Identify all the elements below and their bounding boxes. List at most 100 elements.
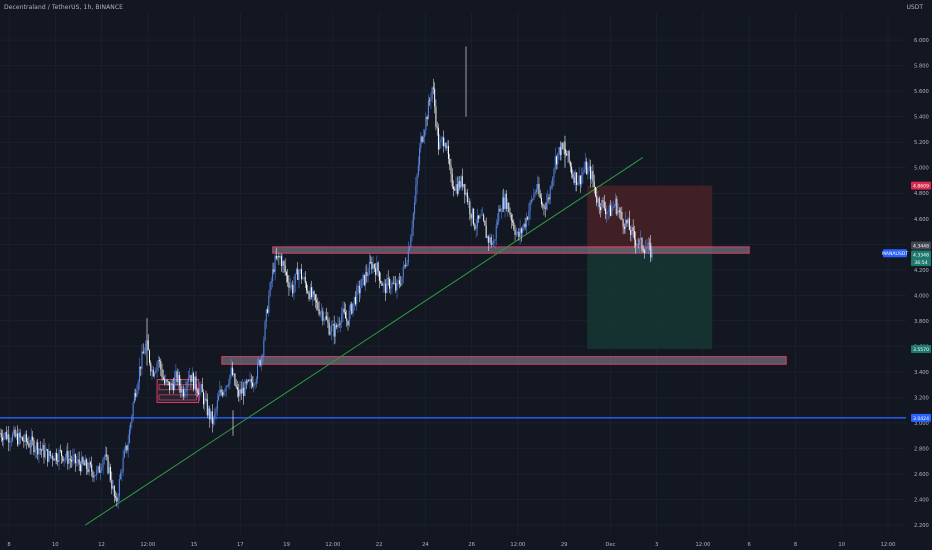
candle-body: [131, 416, 133, 423]
candle-body: [343, 308, 345, 313]
candle-body: [640, 237, 642, 240]
candle-body: [235, 384, 237, 388]
candle-body: [556, 156, 558, 165]
candle-body: [643, 250, 645, 253]
candle-body: [579, 175, 581, 185]
candle-body: [100, 470, 102, 473]
x-tick-label: 10: [838, 542, 845, 548]
candle-body: [97, 466, 99, 470]
candle-body: [584, 161, 586, 170]
candle-body: [241, 387, 243, 394]
candle-body: [308, 292, 310, 299]
candle-body: [175, 371, 177, 378]
candle-body: [17, 433, 19, 445]
candle-body: [484, 220, 486, 226]
candle-body: [248, 380, 250, 381]
candle-body: [231, 367, 233, 376]
x-tick-label: 12:00: [881, 542, 896, 548]
candle-body: [554, 156, 556, 169]
candle-body: [607, 211, 609, 213]
candle-body: [557, 153, 559, 165]
candle-body: [81, 457, 83, 472]
candle-body: [373, 264, 375, 269]
candle-body: [478, 215, 480, 219]
position-tool[interactable]: [587, 185, 713, 349]
candle-body: [322, 311, 324, 321]
candle-body: [525, 217, 527, 228]
candle-body: [151, 369, 153, 372]
candle-body: [349, 303, 351, 311]
candle-body: [191, 373, 193, 382]
candle-body: [49, 451, 51, 456]
candle-body: [14, 429, 16, 437]
candle-body: [82, 457, 84, 463]
candle-body: [362, 274, 364, 279]
candle-body: [524, 223, 526, 228]
candle-body: [113, 486, 115, 497]
candle-body: [243, 387, 245, 396]
candle-body: [466, 192, 468, 203]
candle-body: [34, 449, 36, 453]
candle-body: [491, 243, 493, 245]
candle-body: [260, 356, 262, 366]
candle-body: [535, 189, 537, 193]
candle-body: [211, 411, 213, 424]
candle-body: [612, 206, 614, 209]
candle-body: [302, 278, 304, 280]
candle-body: [568, 150, 570, 162]
candle-body: [368, 261, 370, 275]
candle-body: [500, 211, 502, 213]
candle-body: [56, 452, 58, 461]
candle-body: [177, 375, 179, 383]
time-axis[interactable]: 8 10 12 12:00 15 17 19 12:00 22 24 26 12:00 29 Dec 3 12…: [7, 542, 895, 548]
candle-body: [415, 185, 417, 203]
candle-body: [353, 296, 355, 303]
candle-body: [450, 165, 452, 174]
candle-body: [363, 274, 365, 285]
candle-body: [140, 366, 142, 369]
candle-body: [24, 434, 26, 442]
candle-body: [254, 383, 256, 385]
candle-body: [530, 199, 532, 202]
price-tag: [911, 241, 931, 250]
candle-body: [336, 325, 338, 328]
candle-body: [79, 464, 81, 472]
x-tick-label: 3: [655, 542, 658, 548]
candle-body: [432, 87, 434, 89]
candle-body: [8, 434, 10, 443]
candle-body: [611, 208, 613, 216]
candle-body: [57, 460, 59, 462]
candle-body: [406, 263, 408, 266]
candle-body: [596, 196, 598, 203]
price-tag: [911, 181, 931, 190]
candle-body: [92, 471, 94, 478]
candle-body: [230, 367, 232, 376]
candle-body: [136, 389, 138, 397]
candle-body: [490, 237, 492, 245]
candle-body: [195, 376, 197, 390]
candle-body: [569, 161, 571, 167]
candle-body: [307, 290, 309, 293]
candle-body: [489, 237, 491, 243]
candle-body: [267, 309, 269, 313]
candle-body: [648, 242, 650, 244]
candle-body: [143, 353, 145, 354]
candle-body: [371, 262, 373, 269]
drawn-lines[interactable]: [0, 157, 906, 526]
stop-loss-zone: [587, 185, 713, 251]
chart-title: Decentraland / TetherUS, 1h, BINANCE: [4, 4, 124, 11]
zone-rectangles[interactable]: [156, 246, 787, 403]
candle-body: [414, 202, 416, 214]
candle-body: [148, 350, 150, 363]
candle-body: [342, 308, 344, 315]
candle-body: [285, 272, 287, 276]
candle-body: [564, 149, 566, 154]
candle-body: [358, 285, 360, 294]
candle-body: [156, 363, 158, 371]
candle-body: [589, 166, 591, 180]
price-series: [0, 46, 653, 509]
candle-body: [180, 385, 182, 393]
candle-body: [370, 261, 372, 263]
y-tick-label: 2.400: [914, 498, 929, 504]
